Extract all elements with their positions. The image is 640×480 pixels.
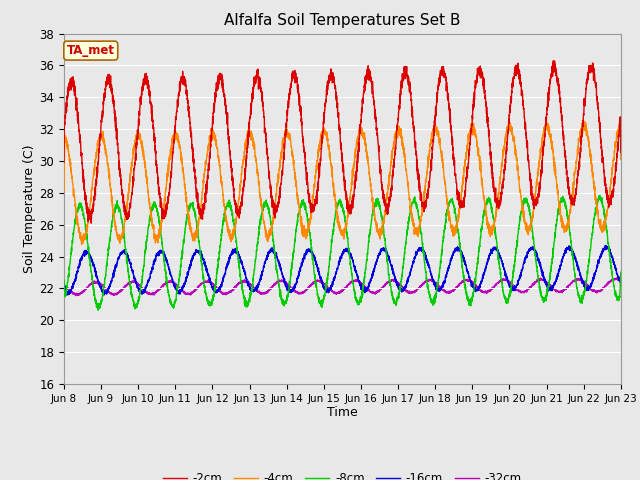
Line: -4cm: -4cm bbox=[64, 121, 621, 245]
-4cm bbox=[617, 157, 625, 163]
-8cm bbox=[617, 269, 625, 275]
-4cm bbox=[397, 132, 404, 137]
Y-axis label: Soil Temperature (C): Soil Temperature (C) bbox=[24, 144, 36, 273]
-4cm bbox=[564, 217, 572, 223]
-8cm bbox=[60, 277, 68, 283]
-16cm bbox=[63, 292, 71, 298]
-4cm bbox=[180, 171, 188, 177]
Line: -32cm: -32cm bbox=[64, 278, 621, 296]
-2cm bbox=[216, 73, 223, 79]
-8cm bbox=[180, 237, 188, 243]
-4cm bbox=[216, 161, 223, 167]
-8cm bbox=[216, 249, 223, 255]
-2cm bbox=[564, 175, 572, 180]
-16cm bbox=[397, 286, 404, 291]
-16cm bbox=[617, 274, 625, 279]
-4cm bbox=[60, 189, 68, 194]
-16cm bbox=[216, 285, 223, 291]
-32cm bbox=[397, 283, 404, 288]
-16cm bbox=[617, 274, 625, 279]
-2cm bbox=[180, 78, 188, 84]
-16cm bbox=[602, 242, 609, 248]
-2cm bbox=[88, 220, 95, 226]
Legend: -2cm, -4cm, -8cm, -16cm, -32cm: -2cm, -4cm, -8cm, -16cm, -32cm bbox=[159, 467, 526, 480]
Line: -16cm: -16cm bbox=[64, 245, 621, 295]
Text: TA_met: TA_met bbox=[67, 44, 115, 57]
-8cm bbox=[94, 307, 102, 313]
-8cm bbox=[617, 275, 625, 281]
Title: Alfalfa Soil Temperatures Set B: Alfalfa Soil Temperatures Set B bbox=[224, 13, 461, 28]
-2cm bbox=[397, 84, 404, 90]
-2cm bbox=[617, 130, 625, 136]
-4cm bbox=[617, 148, 625, 154]
Line: -2cm: -2cm bbox=[64, 61, 621, 223]
-2cm bbox=[617, 149, 625, 155]
-16cm bbox=[60, 277, 68, 283]
-2cm bbox=[550, 58, 557, 64]
-32cm bbox=[617, 281, 625, 287]
-8cm bbox=[397, 281, 404, 287]
-4cm bbox=[580, 119, 588, 124]
-16cm bbox=[180, 285, 188, 290]
-32cm bbox=[406, 290, 414, 296]
-32cm bbox=[612, 275, 620, 281]
-2cm bbox=[60, 159, 68, 165]
-8cm bbox=[596, 192, 604, 198]
-4cm bbox=[406, 208, 414, 214]
-4cm bbox=[78, 242, 86, 248]
-32cm bbox=[216, 288, 223, 294]
-32cm bbox=[60, 285, 68, 291]
-32cm bbox=[617, 280, 625, 286]
-8cm bbox=[406, 207, 414, 213]
-16cm bbox=[564, 246, 572, 252]
-2cm bbox=[406, 92, 414, 97]
-32cm bbox=[564, 283, 572, 288]
-8cm bbox=[564, 215, 572, 221]
-32cm bbox=[180, 288, 188, 294]
-16cm bbox=[406, 269, 414, 275]
X-axis label: Time: Time bbox=[327, 407, 358, 420]
Line: -8cm: -8cm bbox=[64, 195, 621, 310]
-32cm bbox=[72, 293, 79, 299]
